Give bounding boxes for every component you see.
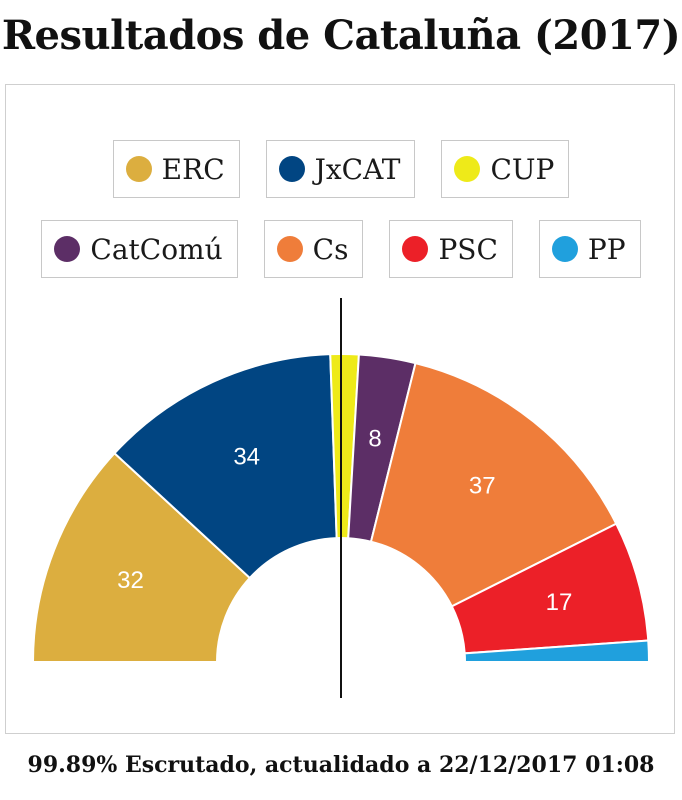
results-note: 99.89% Escrutado, actualidado a 22/12/20… [27,752,655,778]
legend-item-pp: PP [538,220,641,278]
seat-label-erc: 32 [117,567,144,594]
seat-label-jxcat: 34 [233,444,260,471]
seat-segment-cs [369,361,618,608]
legend-label-erc: ERC [161,152,225,186]
legend-label-jxcat: JxCAT [314,152,401,186]
seat-label-cs: 37 [469,473,496,500]
legend-swatch-cs [276,236,303,262]
seat-segment-erc [31,451,252,663]
legend-swatch-psc [402,236,429,262]
legend-row-1: ERC JxCAT CUP [0,140,682,198]
legend-label-cup: CUP [490,152,555,186]
chart-frame [5,84,675,734]
legend-swatch-pp [551,236,578,262]
legend-row-2: CatComú Cs PSC PP [0,220,682,278]
legend-item-jxcat: JxCAT [265,140,416,198]
legend-label-psc: PSC [438,232,498,266]
chart-title: Resultados de Cataluña (2017) [1,12,681,59]
legend-item-cs: Cs [263,220,364,278]
legend-swatch-cup [454,156,481,182]
seat-label-catcom-: 8 [368,426,381,453]
seat-segment-jxcat [113,353,338,580]
legend-label-cs: Cs [312,232,349,266]
legend-swatch-catcom- [54,236,81,262]
legend-item-psc: PSC [389,220,513,278]
legend-swatch-jxcat [278,156,305,182]
seat-segment-pp [463,639,651,663]
legend-item-catcom-: CatComú [41,220,238,278]
legend-label-pp: PP [587,232,626,266]
legend-swatch-erc [125,156,152,182]
legend-item-cup: CUP [441,140,570,198]
legend-label-catcom-: CatComú [90,232,223,266]
seat-label-psc: 17 [546,589,573,616]
legend-item-erc: ERC [112,140,240,198]
